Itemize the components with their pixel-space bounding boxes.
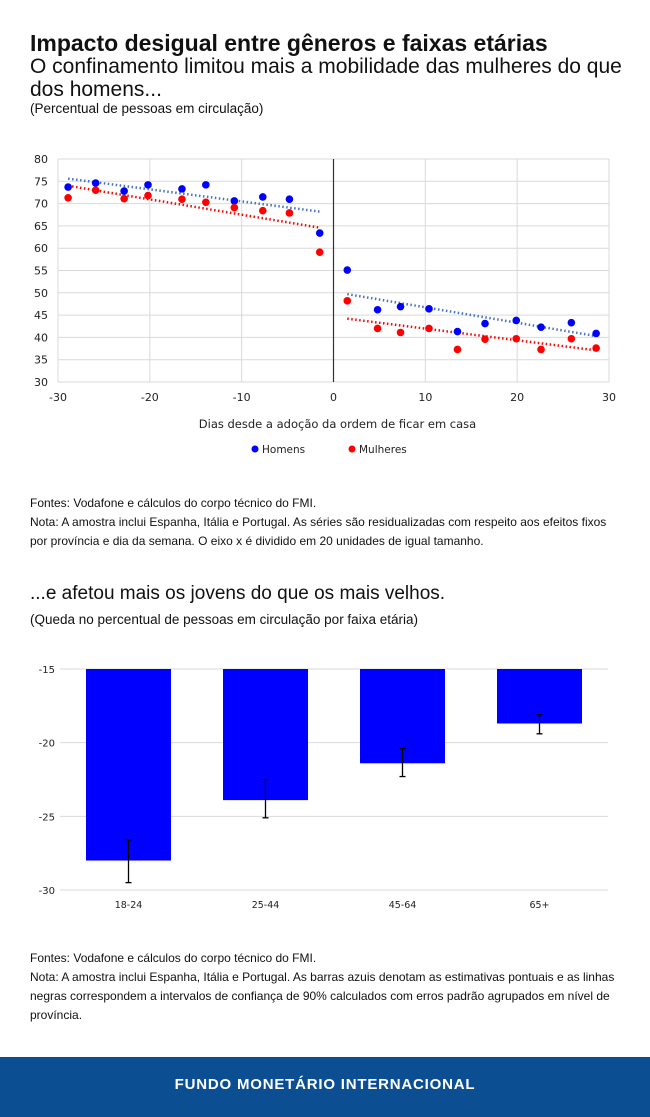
data-point-homens (567, 318, 576, 327)
scatter-chart: 30 35 40 45 50 55 60 65 70 75 80 -30 -20 -10 0 10 20 30 Di… (34, 153, 616, 456)
data-point-homens (258, 193, 267, 201)
trendline (67, 177, 320, 213)
data-point-mulheres (144, 191, 152, 200)
y-tick-label: 50 (34, 287, 48, 300)
note-text: Nota: A amostra inclui Espanha, Itália e… (30, 970, 615, 1022)
data-point-mulheres (285, 209, 294, 217)
data-point-homens (592, 329, 600, 338)
x-tick-label: 0 (330, 391, 337, 404)
chart2-note: (Queda no percentual de pessoas em circu… (30, 612, 418, 627)
data-point-homens (343, 266, 352, 274)
legend-label: Mulheres (359, 444, 407, 456)
y-tick-label: -30 (39, 886, 55, 897)
y-tick-label: 40 (34, 331, 48, 344)
data-point-mulheres (425, 324, 433, 333)
data-point-homens (202, 181, 210, 189)
legend-marker (251, 445, 259, 453)
trendline (347, 317, 597, 352)
data-point-mulheres (567, 334, 576, 343)
footer-brand: FUNDO MONETÁRIO INTERNACIONAL (0, 1057, 650, 1117)
data-point-mulheres (343, 297, 352, 305)
data-point-mulheres (120, 194, 128, 203)
data-point-homens (537, 323, 545, 331)
data-point-mulheres (91, 186, 100, 195)
data-point-mulheres (453, 345, 462, 354)
data-point-homens (91, 179, 100, 187)
data-point-homens (373, 305, 382, 314)
data-point-mulheres (178, 195, 186, 203)
x-tick-label: 45-64 (389, 900, 417, 911)
data-point-mulheres (396, 328, 405, 337)
y-tick-label: 70 (34, 198, 48, 211)
legend-label: Homens (262, 444, 305, 456)
bar-25-44 (223, 669, 308, 801)
chart1-note: (Percentual de pessoas em circulação) (30, 101, 264, 116)
data-point-homens (230, 197, 239, 205)
y-tick-label: 35 (34, 354, 48, 367)
source-block-2: Fontes: Vodafone e cálculos do corpo téc… (30, 949, 620, 1025)
data-point-mulheres (537, 345, 545, 354)
legend-marker (348, 445, 356, 453)
y-tick-label: 45 (34, 309, 48, 322)
x-tick-label: 30 (602, 391, 616, 404)
data-point-homens (481, 319, 489, 328)
y-tick-label: 30 (34, 376, 48, 389)
data-point-homens (120, 187, 128, 195)
data-point-mulheres (230, 203, 239, 212)
subtitle-2: ...e afetou mais os jovens do que os mai… (30, 583, 446, 604)
data-point-mulheres (315, 248, 324, 257)
data-point-mulheres (512, 334, 521, 343)
subtitle: O confinamento limitou mais a mobilidade… (30, 55, 622, 101)
x-tick-label: -20 (141, 391, 159, 404)
data-point-homens (315, 229, 324, 237)
x-tick-label: 18-24 (115, 900, 143, 911)
bar-chart: -15 -20 -25 -30 18-24 25-44 45-64 65+ (39, 665, 608, 911)
bar-18-24 (86, 669, 171, 861)
y-tick-label: -20 (39, 739, 55, 750)
x-tick-label: -10 (233, 391, 251, 404)
trendline (67, 184, 320, 229)
y-tick-label: 60 (34, 242, 48, 255)
data-point-homens (425, 305, 433, 313)
data-point-mulheres (202, 198, 210, 207)
source-text: Fontes: Vodafone e cálculos do corpo téc… (30, 951, 317, 965)
data-point-homens (453, 327, 462, 336)
data-point-homens (396, 302, 405, 311)
bar-45-64 (360, 669, 445, 764)
data-point-homens (64, 183, 72, 191)
data-point-homens (178, 185, 186, 193)
y-tick-label: -15 (39, 665, 55, 676)
x-tick-label: -30 (49, 391, 67, 404)
x-tick-label: 25-44 (252, 900, 280, 911)
data-point-mulheres (592, 344, 600, 352)
y-tick-label: 65 (34, 220, 48, 233)
data-point-homens (144, 181, 152, 189)
y-tick-label: 80 (34, 153, 48, 166)
data-point-homens (285, 195, 294, 203)
source-block-1: Fontes: Vodafone e cálculos do corpo téc… (30, 494, 620, 551)
data-point-mulheres (481, 335, 489, 343)
y-tick-label: 75 (34, 175, 48, 188)
data-point-mulheres (258, 206, 267, 215)
x-tick-label: 10 (418, 391, 432, 404)
source-text: Fontes: Vodafone e cálculos do corpo téc… (30, 496, 317, 510)
y-tick-label: 55 (34, 265, 48, 278)
x-tick-label: 65+ (529, 900, 549, 911)
note-text: Nota: A amostra inclui Espanha, Itália e… (30, 515, 607, 548)
x-tick-label: 20 (510, 391, 524, 404)
page-title: Impacto desigual entre gêneros e faixas … (30, 30, 548, 56)
data-point-homens (512, 316, 521, 325)
data-point-mulheres (373, 324, 382, 333)
data-point-mulheres (64, 194, 72, 202)
x-axis-label: Dias desde a adoção da ordem de ficar em… (199, 417, 476, 431)
y-tick-label: -25 (39, 812, 55, 823)
